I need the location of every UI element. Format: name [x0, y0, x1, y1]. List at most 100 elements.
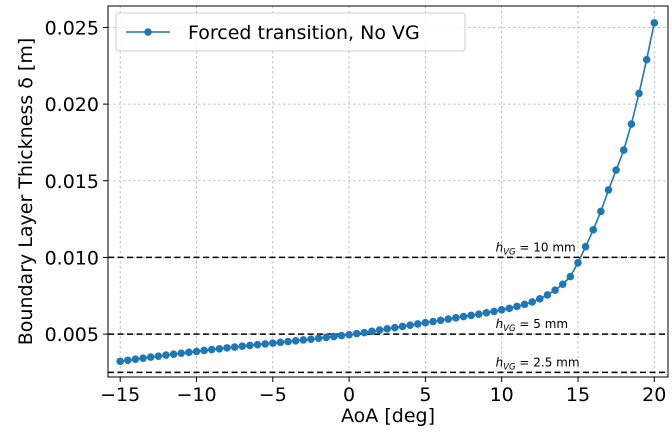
data-point [169, 350, 178, 358]
data-point [520, 300, 529, 309]
data-point [261, 340, 269, 348]
series-layer [116, 19, 659, 366]
x-axis-label: AoA [deg] [341, 405, 435, 427]
legend: Forced transition, No VG [115, 12, 466, 52]
data-point [581, 242, 590, 251]
data-point [291, 337, 300, 345]
data-point [513, 302, 521, 311]
data-point [238, 342, 247, 350]
data-point [268, 339, 277, 347]
data-point [429, 317, 437, 326]
data-point [436, 316, 445, 325]
data-point [330, 332, 338, 341]
plot-frame [107, 5, 669, 378]
data-point [131, 355, 140, 364]
data-point [253, 340, 262, 349]
data-point [505, 304, 514, 313]
data-point [566, 272, 575, 281]
data-point [597, 207, 605, 216]
data-point [551, 286, 559, 295]
legend-label: Forced transition, No VG [188, 22, 420, 44]
y-tick-label: 0.020 [45, 94, 99, 116]
data-point [360, 328, 369, 337]
x-tick-label: 5 [419, 384, 431, 406]
data-point [421, 318, 430, 327]
data-point [246, 341, 254, 350]
x-axis: −15 −10 −5 0 5 10 15 20 [100, 377, 666, 406]
threshold-label: hVG = 5 mm [496, 317, 569, 334]
x-tick-label: −15 [100, 384, 140, 406]
data-point [284, 337, 292, 346]
data-point [337, 331, 346, 340]
data-point [154, 352, 163, 360]
data-point [635, 89, 643, 98]
y-axis: 0.005 0.010 0.015 0.020 0.025 [45, 17, 108, 346]
data-point [116, 357, 125, 366]
data-point [474, 310, 483, 318]
y-axis-label: Boundary Layer Thickness δ [m] [15, 38, 37, 346]
data-point [345, 330, 353, 339]
data-point [383, 325, 392, 333]
data-point [398, 322, 407, 331]
data-point [413, 320, 422, 328]
data-point [612, 166, 620, 174]
data-point [391, 323, 399, 332]
threshold-label: hVG = 2.5 mm [496, 355, 580, 372]
x-tick-label: 0 [343, 384, 355, 406]
threshold-lines: hVG = 10 mm hVG = 5 mm hVG = 2.5 mm [108, 240, 668, 374]
data-point [497, 306, 506, 314]
data-point [459, 312, 468, 321]
series-line [120, 22, 656, 363]
data-point [642, 55, 651, 64]
x-tick-label: −5 [259, 384, 287, 406]
data-point [185, 348, 193, 357]
x-tick-label: −10 [176, 384, 216, 406]
data-point [368, 327, 376, 336]
data-point [589, 226, 598, 234]
data-point [467, 311, 475, 320]
data-point [619, 146, 628, 154]
data-point [558, 280, 567, 289]
data-point [192, 347, 201, 356]
y-tick-label: 0.010 [45, 247, 99, 269]
legend-box [115, 12, 466, 52]
data-point [139, 354, 147, 362]
data-point [490, 307, 498, 316]
data-point [406, 321, 414, 329]
data-point [207, 345, 216, 354]
y-tick-label: 0.025 [45, 17, 99, 39]
data-point [177, 349, 186, 358]
data-point [352, 329, 361, 338]
data-point [223, 344, 231, 352]
data-point [536, 295, 544, 303]
data-point [200, 346, 208, 355]
data-point [482, 308, 491, 317]
data-point [124, 356, 132, 365]
data-point [604, 186, 613, 194]
data-point [276, 338, 285, 347]
x-tick-label: 20 [642, 384, 666, 406]
x-tick-label: 15 [566, 384, 590, 406]
data-point [230, 343, 239, 351]
legend-marker-swatch [144, 28, 152, 36]
data-point [215, 344, 224, 353]
data-point [307, 335, 315, 343]
y-tick-label: 0.015 [45, 171, 99, 193]
data-point [322, 333, 331, 342]
data-point [627, 120, 636, 128]
data-point [528, 298, 536, 306]
data-point [162, 351, 170, 359]
x-tick-label: 10 [490, 384, 514, 406]
data-point [375, 326, 384, 334]
data-point [314, 334, 323, 343]
data-point [299, 336, 308, 344]
grid [108, 6, 668, 377]
threshold-label: hVG = 10 mm [496, 240, 576, 257]
data-point [650, 19, 659, 27]
data-point [146, 353, 155, 361]
y-tick-label: 0.005 [45, 324, 99, 346]
data-point [444, 315, 453, 323]
data-point [452, 314, 460, 322]
data-point [543, 291, 552, 299]
